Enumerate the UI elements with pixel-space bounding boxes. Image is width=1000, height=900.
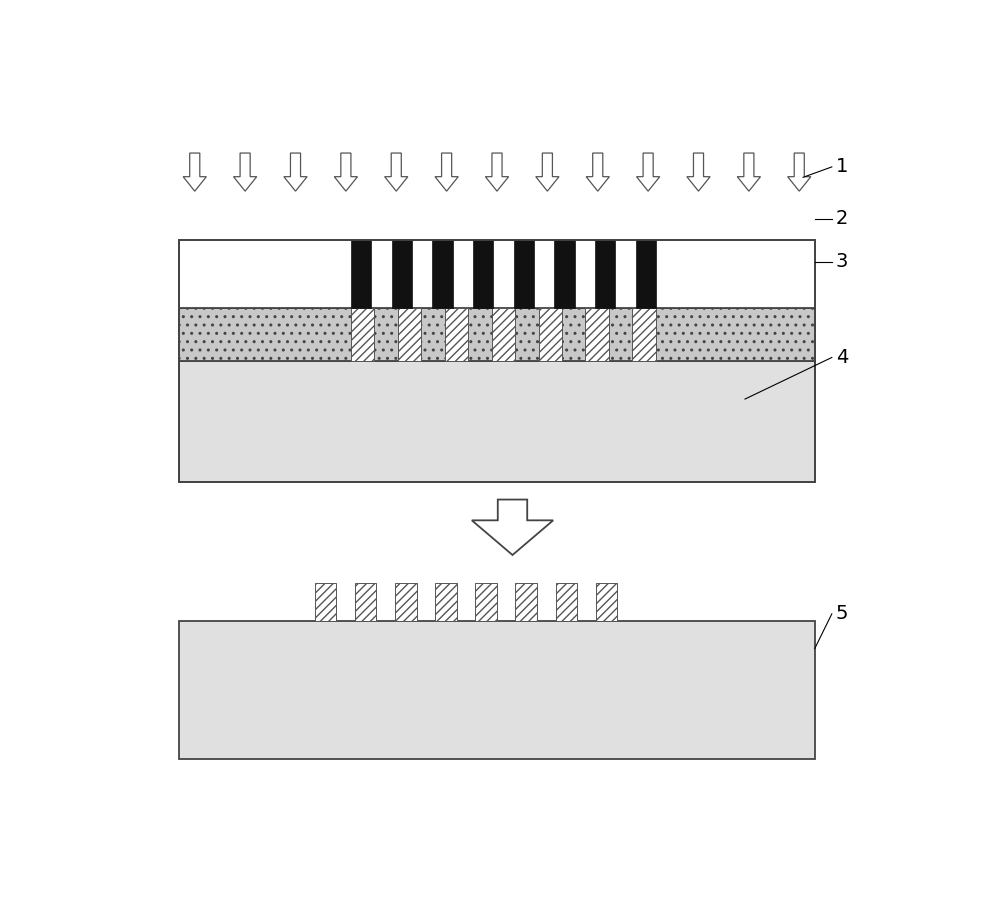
Text: 4: 4 — [836, 348, 848, 367]
FancyArrow shape — [586, 153, 609, 191]
FancyArrow shape — [435, 153, 458, 191]
FancyArrow shape — [637, 153, 660, 191]
Bar — [355, 582, 376, 621]
Bar — [445, 308, 468, 361]
Bar — [554, 239, 575, 308]
Bar — [585, 308, 609, 361]
FancyArrow shape — [334, 153, 358, 191]
FancyArrow shape — [284, 153, 307, 191]
FancyArrow shape — [737, 153, 761, 191]
Bar — [315, 582, 336, 621]
Bar — [179, 308, 815, 361]
Bar — [398, 308, 421, 361]
FancyArrow shape — [485, 153, 509, 191]
FancyArrow shape — [687, 153, 710, 191]
FancyArrow shape — [472, 500, 553, 555]
Bar — [632, 308, 656, 361]
Bar — [473, 239, 493, 308]
Bar — [514, 239, 534, 308]
Bar — [351, 308, 374, 361]
Bar — [432, 239, 453, 308]
Bar — [475, 582, 497, 621]
FancyArrow shape — [183, 153, 206, 191]
Bar — [395, 582, 417, 621]
FancyArrow shape — [536, 153, 559, 191]
Bar — [515, 582, 537, 621]
Bar — [636, 239, 656, 308]
Text: 5: 5 — [836, 605, 848, 624]
Bar — [556, 582, 577, 621]
Bar — [351, 239, 371, 308]
Text: 3: 3 — [836, 252, 848, 271]
Text: 1: 1 — [836, 158, 848, 176]
Bar — [179, 239, 815, 308]
Bar — [179, 361, 815, 482]
Bar — [596, 582, 617, 621]
Bar — [179, 621, 815, 760]
Bar — [179, 239, 815, 482]
FancyArrow shape — [385, 153, 408, 191]
Bar — [392, 239, 412, 308]
Bar — [492, 308, 515, 361]
Text: 2: 2 — [836, 210, 848, 229]
Bar — [539, 308, 562, 361]
Bar — [435, 582, 457, 621]
FancyArrow shape — [788, 153, 811, 191]
FancyArrow shape — [234, 153, 257, 191]
Bar — [595, 239, 615, 308]
